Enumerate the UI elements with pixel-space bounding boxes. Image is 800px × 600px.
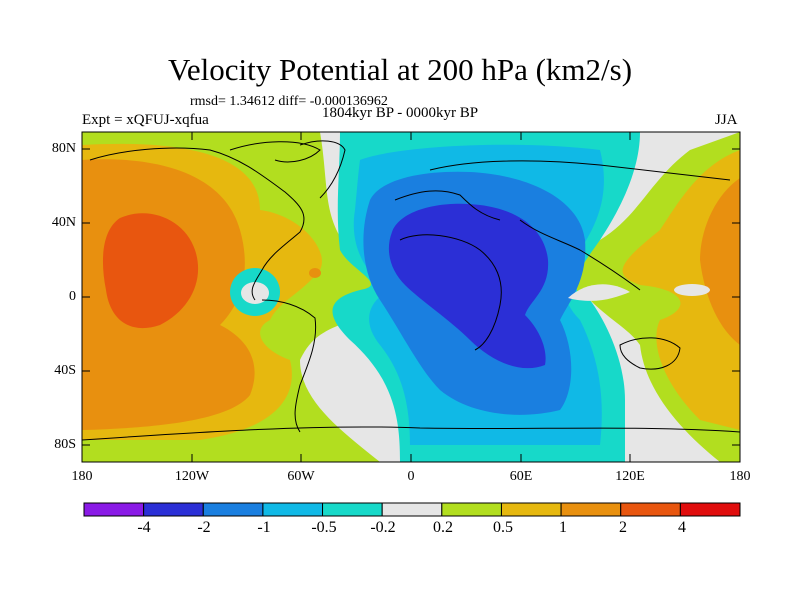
colorbar-label: 1 — [559, 519, 567, 536]
lat-label-40n: 40N — [51, 215, 76, 230]
colorbar-swatch — [441, 502, 502, 517]
experiment-text: Expt = xQFUJ-xqfua — [82, 112, 209, 128]
colorbar-swatch — [679, 502, 741, 517]
lat-label-80n: 80N — [51, 141, 76, 156]
map-frame — [81, 131, 741, 463]
colorbar-label: 0.2 — [433, 519, 453, 536]
lat-label-80s: 80S — [54, 437, 76, 452]
colorbar-swatch — [83, 502, 145, 517]
field-feature-pacific-grey — [674, 284, 710, 296]
axis-ticks — [81, 132, 741, 462]
lon-label-120w: 120W — [174, 469, 210, 484]
lon-label-60e: 60E — [509, 469, 533, 484]
colorbar-label: -0.2 — [370, 519, 396, 536]
lat-label-40s: 40S — [54, 363, 76, 378]
colorbar-swatch — [620, 502, 681, 517]
colorbar-swatch — [560, 502, 622, 517]
stats-text: rmsd= 1.34612 diff= -0.000136962 — [190, 94, 388, 109]
colorbar-swatch — [500, 502, 562, 517]
colorbar-label: -1 — [257, 519, 271, 536]
colorbar-label: -2 — [197, 519, 211, 536]
page-title: Velocity Potential at 200 hPa (km2/s) — [167, 52, 633, 87]
season-text: JJA — [715, 112, 738, 128]
field-region-pacific-red — [102, 213, 199, 329]
period-text: 1804kyr BP - 0000kyr BP — [322, 105, 479, 121]
lat-label-0: 0 — [69, 289, 76, 304]
colorbar-swatch — [143, 502, 204, 517]
field-feature-maritime-grey — [568, 284, 630, 301]
colorbar-swatch — [202, 502, 264, 517]
field-region-low-dark — [388, 203, 549, 369]
colorbar-label: 2 — [619, 519, 627, 536]
lon-label-180e: 180 — [729, 469, 751, 484]
map-field — [82, 132, 740, 462]
field-feature-central-america-grey — [241, 282, 269, 304]
colorbar-swatch — [262, 502, 324, 517]
colorbar-swatch — [322, 502, 383, 517]
lon-label-60w: 60W — [287, 469, 315, 484]
colorbar — [83, 502, 741, 517]
lon-label-180w: 180 — [71, 469, 93, 484]
field-region-east-orange — [700, 178, 740, 345]
lon-label-0: 0 — [407, 469, 415, 484]
colorbar-label: -4 — [137, 519, 151, 536]
field-feature-atlantic-orange — [309, 268, 321, 278]
lon-label-120e: 120E — [615, 469, 645, 484]
colorbar-swatch — [381, 502, 443, 517]
coastlines — [82, 140, 740, 441]
colorbar-label: 0.5 — [493, 519, 513, 536]
colorbar-label: 4 — [678, 519, 686, 536]
colorbar-label: -0.5 — [311, 519, 337, 536]
